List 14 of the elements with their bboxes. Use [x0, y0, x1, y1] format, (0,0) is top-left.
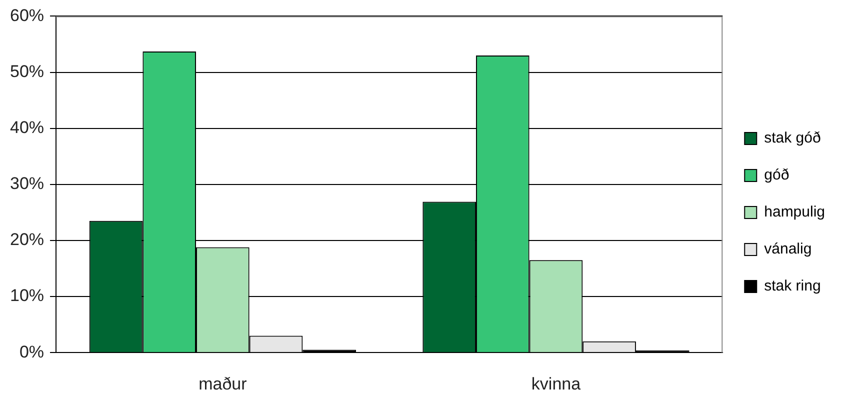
- legend-label: góð: [764, 166, 790, 184]
- y-tick-label: 60%: [10, 6, 44, 25]
- y-tick-label: 30%: [10, 174, 44, 194]
- y-tick-label: 0%: [19, 342, 44, 362]
- y-tick-label: 20%: [10, 230, 44, 250]
- x-tick-label: kvinna: [531, 374, 582, 394]
- y-tick-label: 40%: [10, 118, 44, 138]
- legend-label: hampulig: [764, 204, 826, 221]
- legend-label: stak ring: [764, 278, 821, 295]
- y-tick-label: 10%: [10, 286, 44, 306]
- x-tick-label: maður: [198, 374, 248, 394]
- legend-label: vánalig: [764, 240, 812, 258]
- legend-label: stak góð: [764, 130, 821, 147]
- y-tick-label: 50%: [10, 62, 44, 81]
